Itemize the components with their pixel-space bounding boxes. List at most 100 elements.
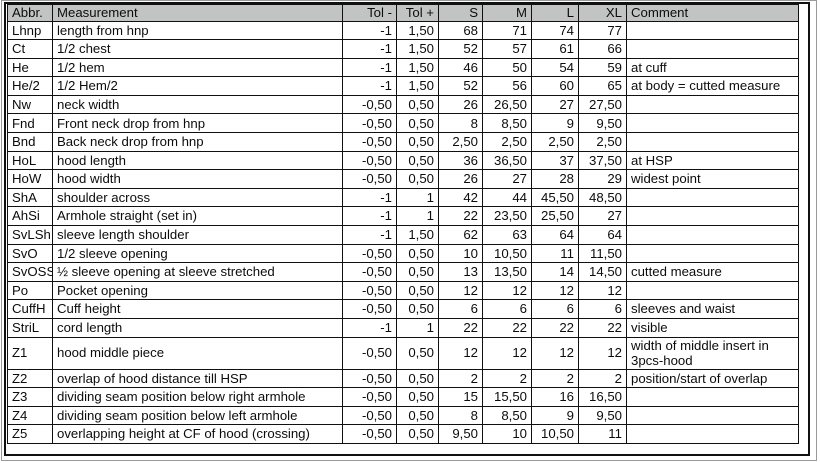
cell-comment: cutted measure [626,262,799,282]
cell-measurement: hood middle piece [52,336,343,370]
cell-tol_plus: 1 [396,318,439,338]
cell-m: 36,50 [482,150,532,171]
cell-l: 74 [531,20,579,41]
cell-xl: 16,50 [578,387,627,407]
cell-abbr: HoL [7,150,53,171]
cell-m: 6 [482,299,532,319]
cell-l: 9 [531,113,579,134]
measurement-spec-table: Abbr. Measurement Tol - Tol + S M L XL C… [7,4,799,444]
cell-xl: 22 [578,318,627,338]
cell-l: 2,50 [531,132,579,152]
cell-l: 14 [531,262,579,282]
cell-m: 10,50 [482,243,532,264]
cell-comment [626,424,799,444]
cell-xl: 77 [578,20,627,41]
cell-tol_plus: 0,50 [396,299,439,319]
table-row: Z4 dividing seam position below left armh… [7,405,799,426]
cell-l: 10,50 [531,424,579,444]
header-row: Abbr. Measurement Tol - Tol + S M L XL C… [7,4,799,22]
cell-measurement: neck width [52,94,343,115]
cell-measurement: hood length [52,150,343,171]
cell-s: 12 [438,280,483,301]
cell-l: 6 [531,299,579,319]
cell-abbr: Z4 [7,405,53,426]
cell-measurement: dividing seam position below left armhol… [52,405,343,426]
cell-s: 10 [438,243,483,264]
cell-l: 12 [531,336,579,370]
cell-abbr: Z3 [7,387,53,407]
cell-abbr: Z5 [7,424,53,444]
table-thick-frame [4,2,810,456]
cell-s: 52 [438,39,483,59]
cell-xl: 27 [578,206,627,227]
cell-measurement: cord length [52,318,343,338]
cell-s: 62 [438,225,483,245]
cell-tol_plus: 0,50 [396,113,439,134]
cell-tol_minus: -0,50 [342,336,397,370]
cell-comment [626,113,799,134]
cell-tol_minus: -1 [342,206,397,227]
cell-measurement: overlap of hood distance till HSP [52,368,343,389]
table-row: Bnd Back neck drop from hnp -0,50 0,50 2,50 2… [7,132,799,152]
cell-l: 45,50 [531,187,579,208]
cell-xl: 37,50 [578,150,627,171]
cell-tol_plus: 1 [396,206,439,227]
cell-xl: 9,50 [578,113,627,134]
table-row: Ct 1/2 chest -1 1,50 52 57 61 66 [7,39,799,59]
cell-m: 22 [482,318,532,338]
cell-tol_plus: 1,50 [396,76,439,96]
cell-tol_plus: 1,50 [396,20,439,41]
cell-tol_minus: -0,50 [342,150,397,171]
cell-tol_plus: 0,50 [396,94,439,115]
cell-measurement: sleeve length shoulder [52,225,343,245]
cell-s: 15 [438,387,483,407]
cell-tol_plus: 1,50 [396,57,439,78]
cell-abbr: StriL [7,318,53,338]
cell-m: 8,50 [482,405,532,426]
table-row: Z5 overlapping height at CF of hood (cros… [7,424,799,444]
cell-tol_minus: -0,50 [342,299,397,319]
cell-xl: 27,50 [578,94,627,115]
cell-tol_minus: -0,50 [342,405,397,426]
table-row: ShA shoulder across -1 1 42 44 45,50 48,50 [7,187,799,208]
cell-comment: at HSP [626,150,799,171]
table-row: HoL hood length -0,50 0,50 36 36,50 37 37,50 at … [7,150,799,171]
cell-tol_plus: 0,50 [396,262,439,282]
cell-xl: 12 [578,280,627,301]
col-header-comment: Comment [626,4,799,22]
cell-tol_plus: 0,50 [396,368,439,389]
cell-tol_minus: -0,50 [342,113,397,134]
cell-m: 50 [482,57,532,78]
cell-comment [626,405,799,426]
cell-measurement: 1/2 sleeve opening [52,243,343,264]
cell-comment [626,94,799,115]
cell-abbr: Ct [7,39,53,59]
cell-m: 57 [482,39,532,59]
cell-comment [626,187,799,208]
cell-comment: visible [626,318,799,338]
cell-l: 54 [531,57,579,78]
cell-tol_minus: -1 [342,57,397,78]
cell-comment: sleeves and waist [626,299,799,319]
cell-measurement: shoulder across [52,187,343,208]
cell-l: 37 [531,150,579,171]
cell-measurement: 1/2 Hem/2 [52,76,343,96]
cell-abbr: Bnd [7,132,53,152]
cell-abbr: Po [7,280,53,301]
cell-tol_minus: -0,50 [342,94,397,115]
cell-s: 13 [438,262,483,282]
cell-abbr: He/2 [7,76,53,96]
cell-abbr: CuffH [7,299,53,319]
cell-abbr: Z1 [7,336,53,370]
cell-m: 15,50 [482,387,532,407]
cell-m: 63 [482,225,532,245]
cell-l: 28 [531,169,579,189]
cell-comment: width of middle insert in 3pcs-hood [626,336,799,370]
cell-abbr: Lhnp [7,20,53,41]
col-header-size-l: L [531,4,579,22]
cell-s: 9,50 [438,424,483,444]
cell-tol_plus: 0,50 [396,132,439,152]
cell-m: 44 [482,187,532,208]
cell-tol_minus: -0,50 [342,387,397,407]
